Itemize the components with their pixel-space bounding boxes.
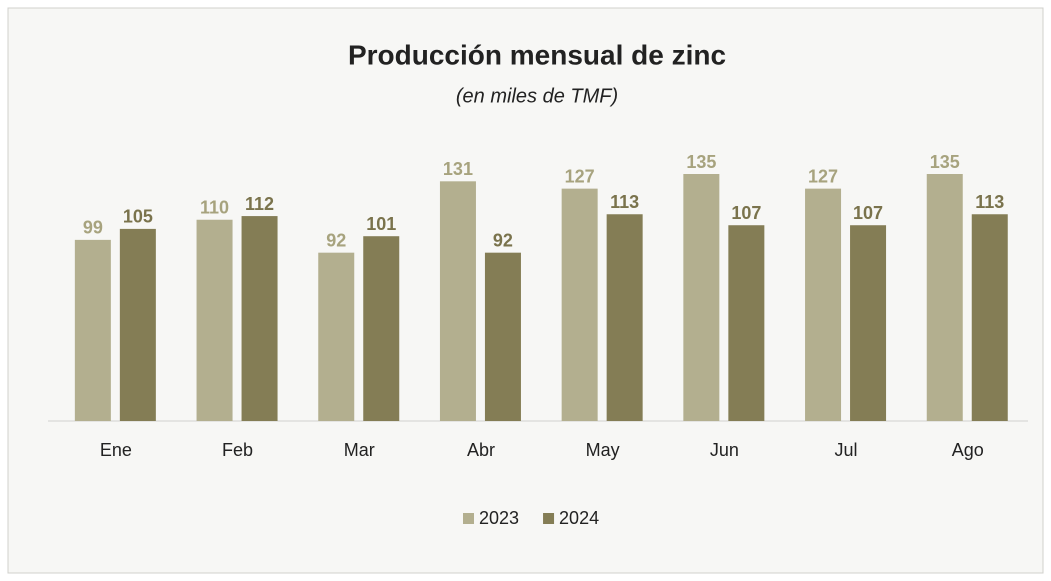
data-label: 113 (610, 192, 639, 212)
x-tick-label: Abr (467, 440, 495, 460)
data-label: 131 (443, 159, 473, 179)
bar (74, 239, 111, 421)
x-tick-label: Mar (344, 440, 375, 460)
legend-label: 2024 (559, 508, 599, 528)
bar (728, 225, 765, 421)
data-label: 105 (123, 207, 153, 227)
legend-swatch (463, 513, 474, 524)
bar (561, 188, 598, 421)
chart-title: Producción mensual de zinc (348, 39, 726, 70)
bar (484, 252, 521, 421)
x-tick-label: Jun (710, 440, 739, 460)
data-label: 112 (245, 194, 274, 214)
data-label: 92 (493, 230, 513, 250)
x-tick-label: Feb (222, 440, 253, 460)
bar (241, 216, 278, 421)
x-tick-label: Ago (952, 440, 984, 460)
bar (850, 225, 887, 421)
data-label: 99 (83, 218, 103, 238)
bar (119, 228, 156, 421)
data-label: 135 (930, 152, 960, 172)
bar (805, 188, 842, 421)
legend-swatch (543, 513, 555, 524)
x-tick-label: Jul (835, 440, 858, 460)
data-label: 135 (686, 152, 716, 172)
data-label: 101 (366, 214, 396, 234)
data-label: 127 (808, 166, 838, 186)
chart-subtitle: (en miles de TMF) (456, 85, 618, 107)
bar (926, 174, 963, 421)
bar (606, 214, 643, 421)
bar (196, 219, 233, 421)
data-label: 107 (853, 203, 883, 223)
bar (683, 174, 720, 421)
data-label: 127 (565, 166, 595, 186)
bar (363, 236, 400, 421)
data-label: 110 (200, 197, 229, 217)
legend-label: 2023 (479, 508, 519, 528)
data-label: 113 (975, 192, 1004, 212)
x-tick-label: Ene (100, 440, 132, 460)
data-label: 107 (731, 203, 761, 223)
bar (439, 181, 476, 421)
x-tick-label: May (586, 440, 620, 460)
bar (318, 252, 355, 421)
bar (971, 214, 1008, 421)
data-label: 92 (326, 230, 346, 250)
